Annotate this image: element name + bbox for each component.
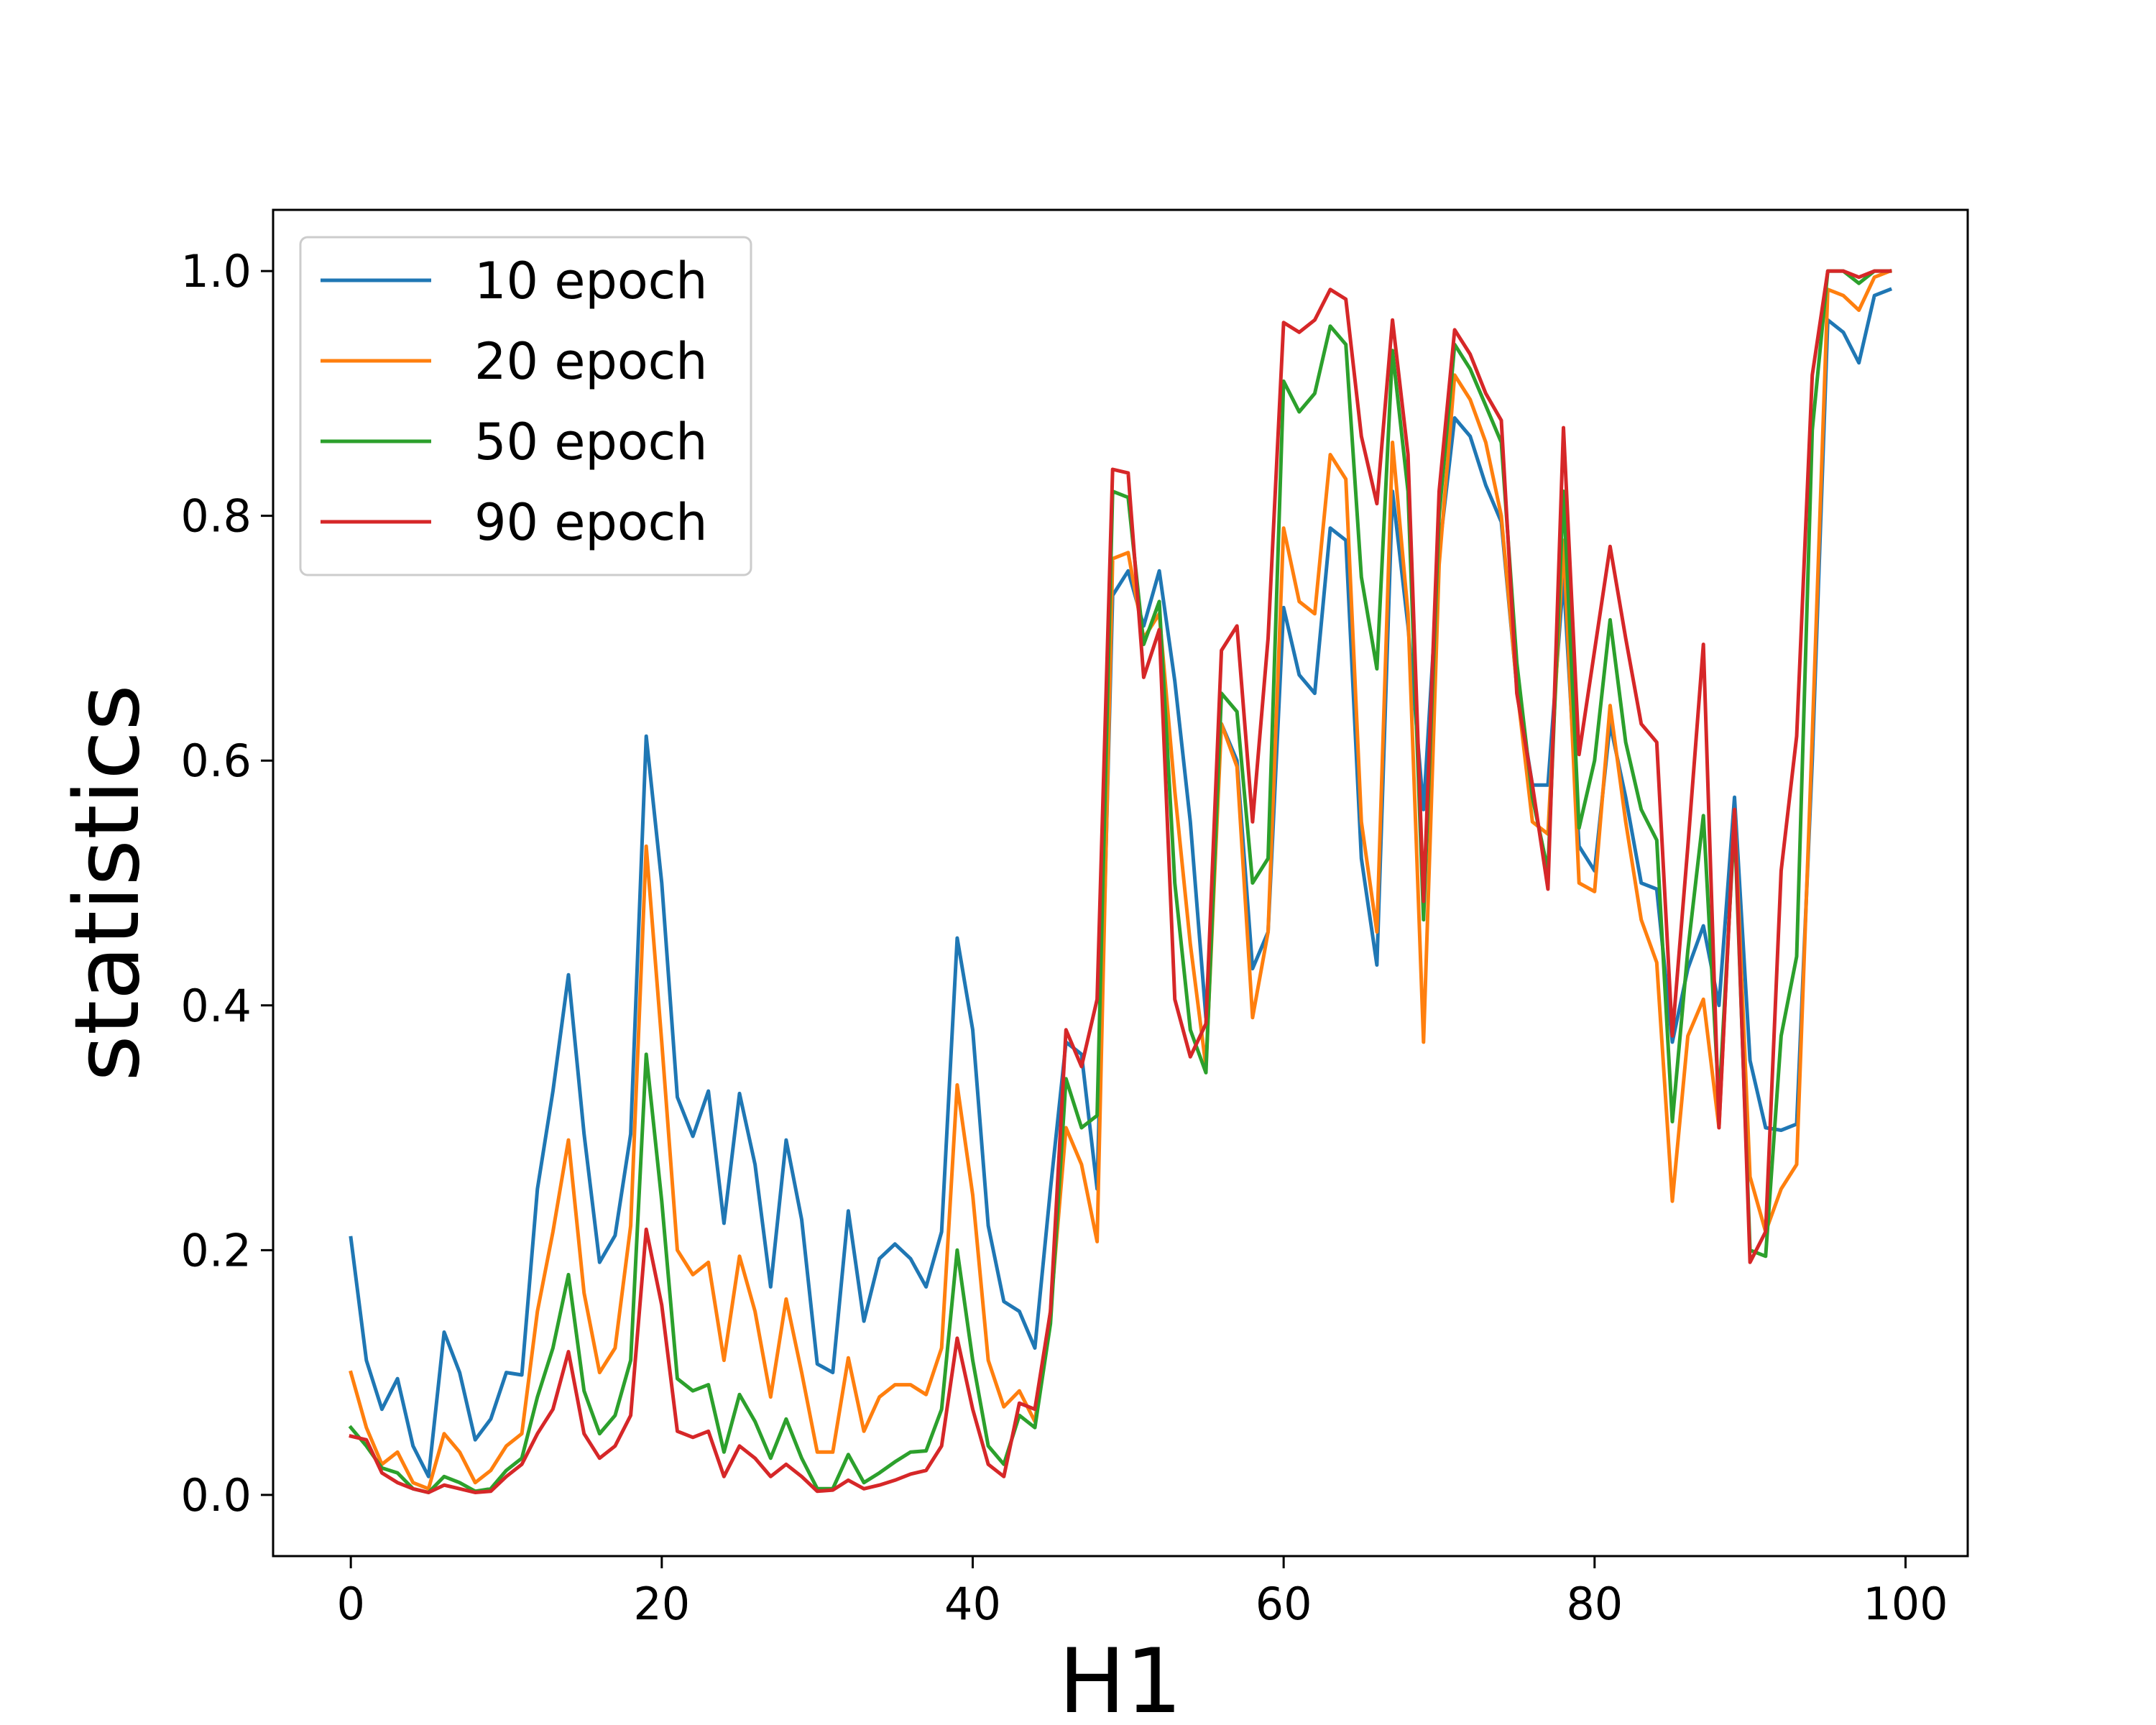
y-tick-label: 0.8 [180,490,252,543]
y-axis-title: statistics [56,684,160,1082]
x-tick-label: 20 [633,1578,690,1630]
legend-box [299,236,752,576]
x-tick-label: 60 [1256,1578,1312,1630]
y-tick-label: 0.0 [180,1469,252,1522]
series-layer [348,268,1893,1494]
x-tick-label: 80 [1566,1578,1623,1630]
legend-label-2: 20 epoch [474,332,708,391]
series-line-3 [348,269,1892,1494]
legend-label-3: 50 epoch [474,413,708,472]
plot-frame [272,208,1969,1558]
x-tick-label: 100 [1863,1578,1948,1630]
legend-label-4: 90 epoch [474,493,708,552]
x-tick-label: 40 [944,1578,1001,1630]
x-axis: 0 20 40 60 80 100 [336,1556,1948,1630]
x-tick-label: 0 [336,1578,364,1630]
legend-label-1: 10 epoch [474,252,708,310]
y-tick-label: 1.0 [180,245,252,298]
y-tick-label: 0.4 [180,980,252,1032]
series-line-2 [349,268,1893,1491]
legend: 10 epoch 20 epoch 50 epoch 90 epoch [299,236,752,576]
series-line-1 [349,287,1893,1478]
x-axis-title: H1 [1059,1630,1182,1725]
y-axis: 0.0 0.2 0.4 0.6 0.8 1.0 [180,245,273,1522]
series-line-4 [349,269,1892,1494]
y-tick-label: 0.6 [180,735,252,787]
y-tick-label: 0.2 [180,1224,252,1276]
